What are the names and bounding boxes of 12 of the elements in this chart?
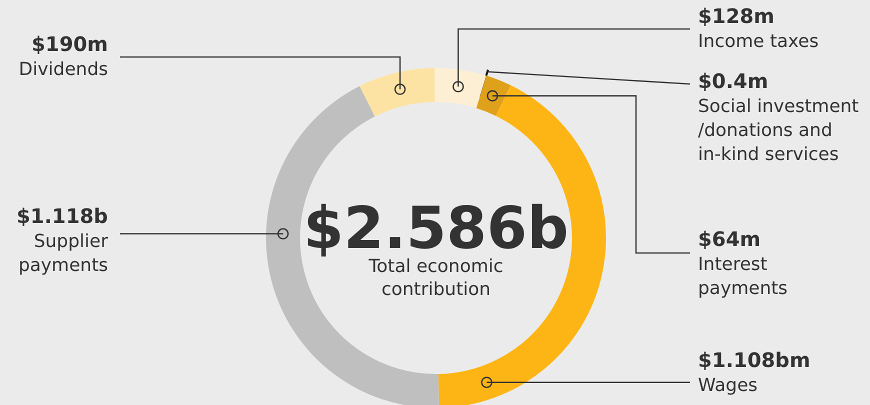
slice-label: Supplier payments bbox=[18, 231, 109, 276]
text: $1.118b bbox=[16, 204, 108, 228]
slice-label: Interest payments bbox=[698, 254, 788, 299]
data-label: $64m bbox=[698, 227, 761, 251]
slice-label: Income taxes bbox=[698, 31, 819, 52]
data-label: $190m bbox=[31, 32, 108, 56]
text: $1.108bm bbox=[698, 348, 810, 372]
slice-label: Social investment /donations and in-kind services bbox=[698, 96, 859, 165]
slice-label: Wages bbox=[698, 375, 758, 396]
slice-label: Dividends bbox=[18, 59, 108, 80]
data-label: $128m bbox=[698, 4, 775, 28]
data-label: $0.4m bbox=[698, 69, 768, 93]
